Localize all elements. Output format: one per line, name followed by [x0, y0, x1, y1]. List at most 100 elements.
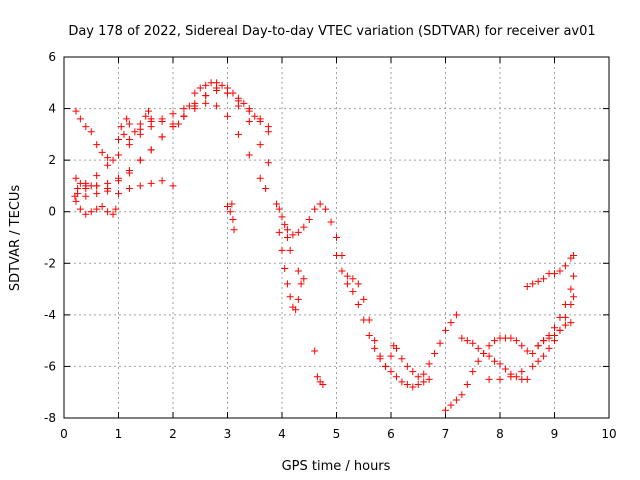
data-point-track-j — [283, 280, 291, 288]
data-point-track-a — [87, 128, 95, 136]
data-point-track-j — [281, 264, 289, 272]
data-points — [71, 79, 578, 414]
data-point-track-q — [561, 301, 569, 309]
data-point-track-i — [275, 205, 283, 213]
data-point-track-a — [251, 112, 259, 120]
x-tick-label: 7 — [442, 427, 450, 441]
data-point-track-q — [551, 324, 558, 332]
data-point-track-c — [213, 84, 221, 92]
data-point-track-b — [72, 174, 80, 182]
data-point-track-i — [294, 228, 302, 236]
data-point-track-g — [144, 107, 152, 115]
data-point-track-c — [224, 89, 231, 97]
data-point-track-a — [72, 107, 80, 115]
data-point-track-l — [354, 280, 362, 288]
data-point-track-l — [365, 316, 373, 324]
data-point-track-d — [224, 112, 231, 120]
data-point-track-m — [529, 350, 537, 358]
data-point-track-b — [245, 105, 253, 113]
data-point-track-m — [469, 368, 477, 376]
grid-lines — [64, 57, 609, 418]
y-tick-label: 2 — [48, 153, 56, 167]
x-tick-label: 2 — [169, 427, 177, 441]
data-point-track-k — [311, 347, 319, 355]
data-point-track-d — [256, 174, 264, 182]
data-point-track-c — [256, 141, 264, 149]
data-point-track-l — [382, 362, 390, 370]
data-point-track-m — [518, 342, 526, 350]
data-point-track-i — [316, 200, 324, 208]
data-point-track-o — [518, 368, 526, 376]
data-point-track-i — [365, 331, 373, 339]
data-point-track-c — [158, 115, 166, 123]
y-tick-label: 6 — [48, 50, 56, 64]
data-point-track-i — [442, 326, 449, 334]
data-point-track-e — [125, 185, 133, 193]
data-point-track-o — [507, 373, 515, 381]
data-point-track-d — [169, 123, 177, 131]
data-point-track-m — [512, 337, 520, 345]
data-point-track-i — [398, 378, 406, 386]
data-point-track-i — [281, 221, 289, 229]
data-point-track-g — [120, 130, 128, 138]
data-point-track-n — [485, 352, 493, 360]
data-point-track-n — [491, 357, 499, 365]
data-point-track-o — [534, 357, 542, 365]
data-point-track-j — [292, 306, 300, 314]
data-point-track-d — [180, 112, 188, 120]
data-point-track-f — [98, 203, 106, 211]
plot-frame — [63, 56, 610, 419]
data-point-track-l — [392, 344, 400, 352]
data-point-track-p — [556, 267, 564, 275]
data-point-track-l — [371, 337, 379, 345]
data-point-track-a — [93, 141, 101, 149]
x-tick-label: 3 — [224, 427, 232, 441]
data-point-track-e — [115, 190, 122, 198]
data-point-track-b — [264, 128, 272, 136]
data-point-track-q — [545, 331, 553, 339]
data-point-track-d — [93, 190, 101, 198]
data-point-track-p — [540, 275, 548, 283]
data-point-track-j — [294, 295, 302, 303]
data-point-track-i — [278, 213, 286, 221]
data-point-track-g — [142, 112, 150, 120]
data-point-track-p — [534, 277, 542, 285]
x-tick-label: 10 — [601, 427, 616, 441]
data-point-track-i — [354, 301, 362, 309]
data-point-track-a — [82, 123, 90, 131]
data-point-track-h — [224, 203, 231, 211]
x-tick-label: 9 — [551, 427, 559, 441]
y-tick-label: -4 — [44, 308, 56, 322]
data-point-track-d — [158, 133, 166, 141]
data-point-track-d — [262, 185, 270, 193]
data-point-track-i — [420, 370, 428, 378]
data-point-track-c — [234, 102, 242, 110]
data-point-track-o — [545, 344, 553, 352]
data-point-track-e — [136, 182, 144, 190]
data-point-track-d — [191, 105, 199, 113]
data-point-track-e — [158, 177, 166, 185]
data-point-track-e — [82, 185, 90, 193]
data-point-track-m — [442, 406, 449, 414]
data-point-track-c — [264, 159, 272, 167]
data-point-track-h — [229, 215, 237, 223]
data-point-track-l — [398, 355, 406, 363]
data-point-track-a — [109, 156, 117, 164]
data-point-track-o — [540, 352, 548, 360]
data-point-track-o — [570, 293, 578, 301]
data-point-track-q — [570, 272, 578, 280]
data-point-track-m — [523, 347, 531, 355]
data-point-track-c — [180, 105, 188, 113]
x-tick-label: 1 — [115, 427, 123, 441]
data-point-track-c — [125, 141, 133, 149]
data-point-track-a — [218, 81, 226, 89]
data-point-track-i — [371, 344, 379, 352]
data-point-track-i — [409, 383, 417, 391]
data-point-track-n — [523, 375, 531, 383]
data-point-track-j — [278, 246, 286, 254]
data-point-track-g — [136, 120, 144, 128]
data-point-track-i — [322, 205, 330, 213]
data-point-track-n — [469, 339, 477, 347]
y-axis-ticks: -8 -6 -4 -2 0 2 4 6 — [44, 50, 609, 425]
